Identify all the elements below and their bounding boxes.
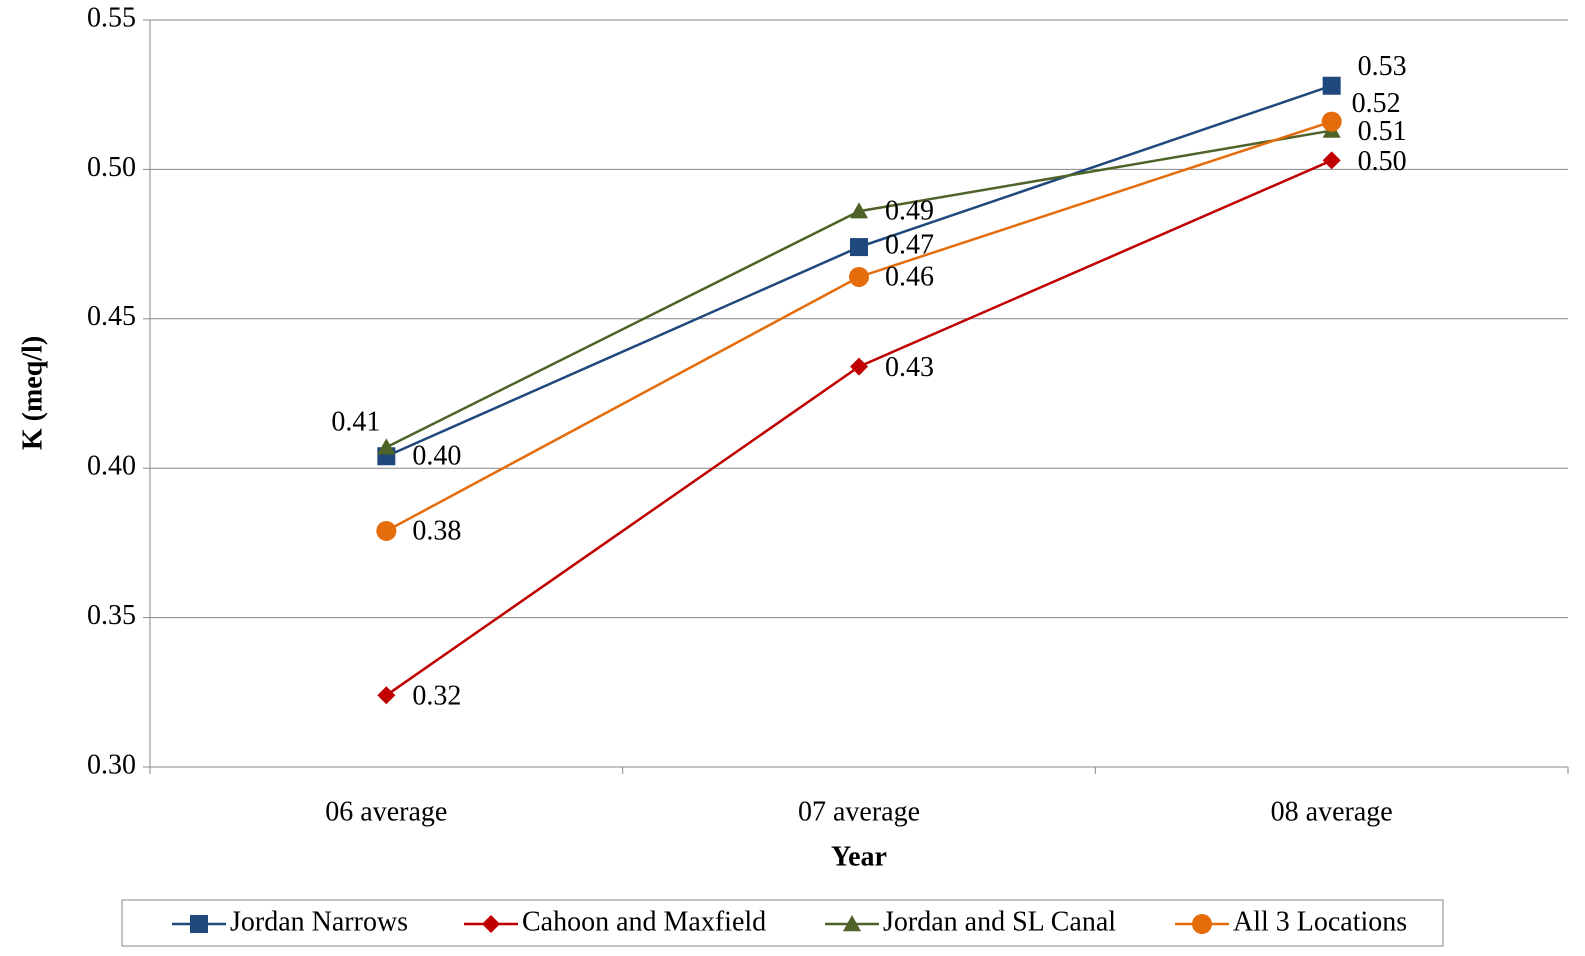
marker: [850, 202, 868, 219]
marker: [1322, 151, 1341, 170]
x-tick-label: 08 average: [1271, 796, 1393, 827]
data-label: 0.50: [1358, 146, 1407, 177]
x-axis-title: Year: [831, 841, 887, 872]
marker: [377, 438, 396, 455]
data-label: 0.38: [412, 515, 461, 546]
marker: [482, 915, 500, 933]
legend-label: All 3 Locations: [1233, 906, 1407, 937]
marker: [1321, 111, 1342, 132]
marker: [843, 915, 861, 932]
data-label: 0.40: [412, 441, 461, 472]
legend-label: Jordan Narrows: [230, 906, 408, 937]
y-tick-label: 0.45: [87, 301, 136, 332]
y-axis-title: K (meq/l): [17, 336, 48, 450]
data-label: 0.47: [885, 230, 934, 261]
x-tick-label: 07 average: [798, 796, 920, 827]
data-label: 0.49: [885, 196, 934, 227]
marker: [376, 520, 397, 541]
marker: [849, 266, 869, 287]
legend-label: Jordan and SL Canal: [883, 906, 1116, 937]
legend-box: [121, 899, 1444, 947]
data-label: 0.41: [331, 407, 380, 438]
data-label: 0.51: [1358, 116, 1407, 147]
marker: [190, 915, 208, 933]
marker: [850, 238, 868, 257]
y-tick-label: 0.55: [87, 2, 136, 33]
marker: [1322, 76, 1341, 95]
x-tick-label: 06 average: [325, 796, 447, 827]
legend-label: Cahoon and Maxfield: [522, 906, 766, 937]
y-tick-label: 0.40: [87, 451, 136, 482]
data-label: 0.52: [1352, 88, 1401, 119]
y-tick-label: 0.35: [87, 600, 136, 631]
series-line: [385, 120, 1333, 533]
marker: [377, 686, 396, 705]
series-line: [385, 129, 1332, 449]
y-tick-label: 0.50: [87, 152, 136, 183]
data-label: 0.53: [1358, 51, 1407, 82]
data-label: 0.32: [412, 681, 461, 712]
data-label: 0.46: [885, 261, 934, 292]
marker: [850, 357, 868, 376]
marker: [1192, 914, 1212, 934]
y-tick-label: 0.30: [87, 749, 136, 780]
data-label: 0.43: [885, 352, 934, 383]
